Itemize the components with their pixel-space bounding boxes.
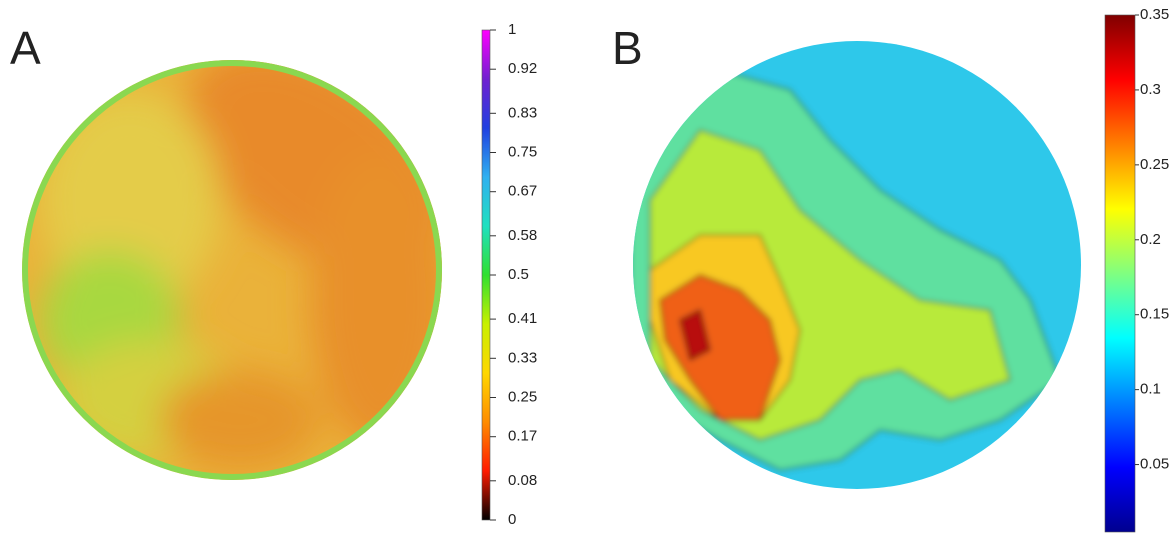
tick-label: 0.3 xyxy=(1140,81,1161,98)
colorbar xyxy=(1104,14,1136,533)
tick-label: 0.58 xyxy=(508,227,537,244)
tick-label: 0 xyxy=(508,511,516,528)
tick-label: 0.5 xyxy=(508,266,529,283)
tick-label: 0.1 xyxy=(1140,381,1161,398)
tick-label: 0.75 xyxy=(508,143,537,160)
panel-label: A xyxy=(10,22,41,74)
tick-label: 0.05 xyxy=(1140,456,1169,473)
tick-label: 0.25 xyxy=(508,388,537,405)
heatmap-a xyxy=(22,60,442,480)
tick-label: 0.17 xyxy=(508,428,537,445)
tick-label: 0.41 xyxy=(508,310,537,327)
tick-label: 0.15 xyxy=(1140,306,1169,323)
tick-label: 0.2 xyxy=(1140,231,1161,248)
tick-label: 0.83 xyxy=(508,104,537,121)
tick-label: 1 xyxy=(508,21,516,38)
tick-label: 0.92 xyxy=(508,60,537,77)
tick-label: 0.67 xyxy=(508,183,537,200)
tick-label: 0.35 xyxy=(1140,6,1169,23)
panel-label: B xyxy=(612,22,643,74)
tick-label: 0.25 xyxy=(1140,156,1169,173)
heatmap-b xyxy=(633,41,1081,489)
colorbar xyxy=(481,29,491,521)
tick-label: 0.08 xyxy=(508,472,537,489)
tick-label: 0.33 xyxy=(508,349,537,366)
